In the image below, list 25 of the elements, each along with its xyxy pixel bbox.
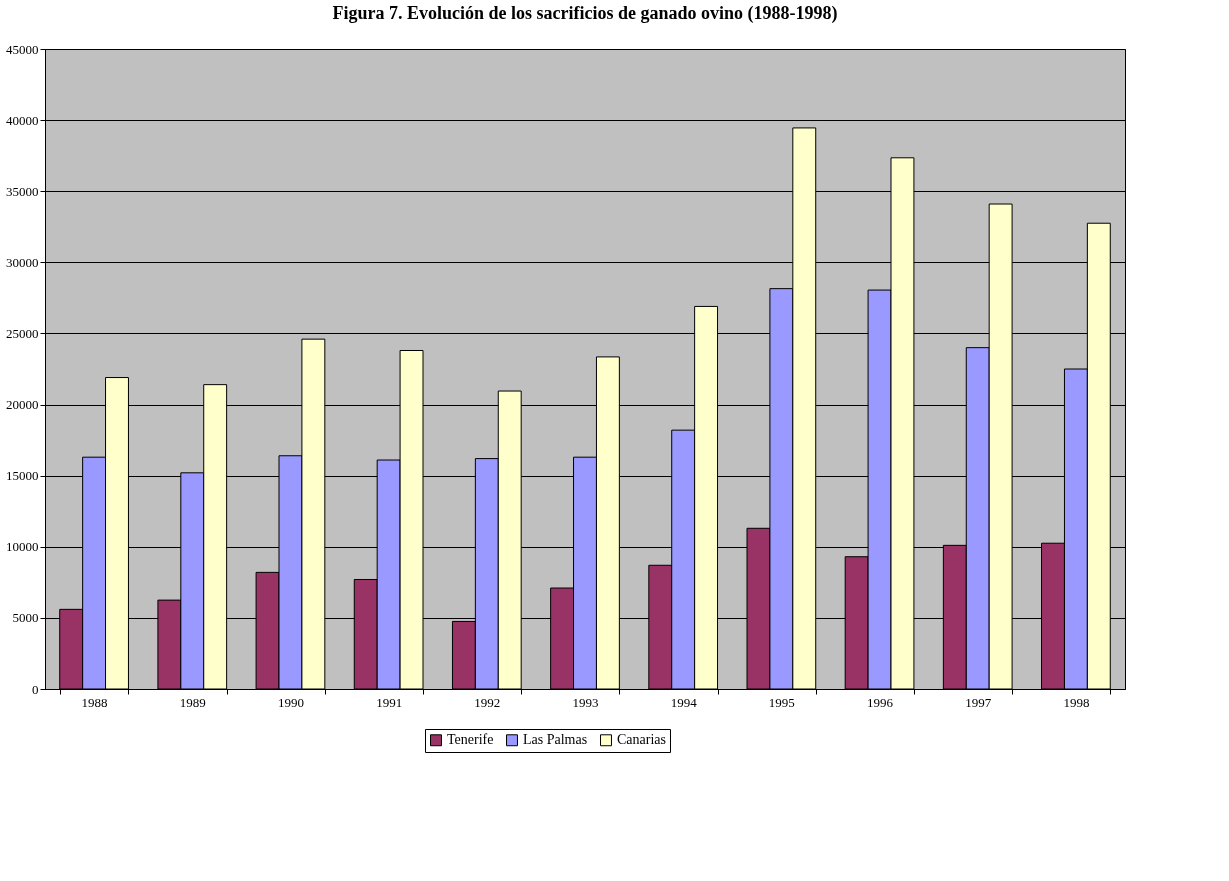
chart-title: Figura 7. Evolución de los sacrificios de ganado ovino (1988-1998) [332, 3, 838, 24]
y-tick-label: 30000 [6, 254, 39, 270]
x-tick-label: 1994 [670, 694, 698, 710]
x-tick-label: 1990 [277, 694, 304, 710]
y-tick-label: 45000 [6, 41, 39, 57]
x-tick-label: 1995 [768, 694, 795, 710]
x-tick-label: 1996 [867, 694, 894, 710]
y-tick-label: 10000 [6, 539, 39, 555]
y-tick-label: 5000 [12, 610, 39, 626]
y-tick-label: 35000 [6, 183, 39, 199]
y-tick-label: 15000 [6, 468, 39, 484]
legend-label: Las Palmas [523, 732, 588, 748]
x-tick-label: 1988 [81, 694, 108, 710]
legend-label: Tenerife [447, 732, 494, 748]
y-tick-label: 20000 [6, 397, 39, 413]
y-tick-label: 25000 [6, 325, 39, 341]
x-tick-label: 1992 [474, 694, 501, 710]
x-tick-label: 1998 [1063, 694, 1090, 710]
x-tick-label: 1989 [179, 694, 206, 710]
y-tick-label: 0 [32, 681, 39, 697]
x-tick-label: 1997 [965, 694, 992, 710]
x-tick-label: 1991 [376, 694, 403, 710]
legend-label: Canarias [617, 732, 666, 748]
x-tick-label: 1993 [572, 694, 599, 710]
y-tick-label: 40000 [6, 112, 39, 128]
